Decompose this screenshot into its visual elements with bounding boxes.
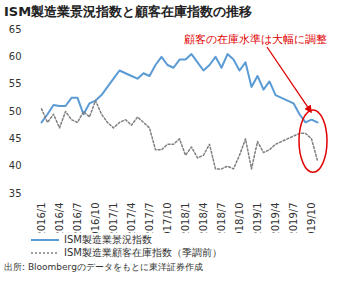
svg-text:2019/10: 2019/10: [306, 203, 317, 234]
svg-text:65: 65: [9, 24, 22, 35]
svg-text:2018/7: 2018/7: [216, 203, 227, 234]
svg-text:50: 50: [9, 106, 22, 117]
svg-text:2017/4: 2017/4: [126, 203, 137, 234]
svg-text:顧客の在庫水準は大幅に調整: 顧客の在庫水準は大幅に調整: [184, 33, 327, 46]
svg-text:2019/1: 2019/1: [252, 203, 263, 234]
svg-text:35: 35: [9, 188, 22, 199]
svg-text:2017/1: 2017/1: [108, 203, 119, 234]
svg-text:2017/10: 2017/10: [162, 203, 173, 234]
svg-text:45: 45: [9, 133, 22, 144]
html-text:ISM製造業景況指数: ISM製造業景況指数: [64, 234, 152, 245]
svg-text:2018/4: 2018/4: [198, 203, 209, 234]
svg-text:2019/4: 2019/4: [270, 203, 281, 234]
svg-text:2016/4: 2016/4: [54, 203, 65, 234]
html-text:ISM製造業景況指数と顧客在庫指数の推移: ISM製造業景況指数と顧客在庫指数の推移: [4, 4, 253, 19]
svg-text:40: 40: [9, 160, 22, 171]
html-text:ISM製造業顧客在庫指数（季調前）: ISM製造業顧客在庫指数（季調前）: [64, 247, 222, 258]
svg-text:2017/7: 2017/7: [144, 203, 155, 234]
svg-text:2019/7: 2019/7: [288, 203, 299, 234]
svg-text:2018/10: 2018/10: [234, 203, 245, 234]
svg-text:2016/10: 2016/10: [90, 203, 101, 234]
svg-text:2018/1: 2018/1: [180, 203, 191, 234]
svg-text:55: 55: [9, 78, 22, 89]
svg-text:60: 60: [9, 51, 22, 62]
html-text:出所: Bloombergのデータをもとに東洋証券作成: 出所: Bloombergのデータをもとに東洋証券作成: [4, 262, 203, 272]
svg-text:2016/7: 2016/7: [72, 203, 83, 234]
svg-text:2016/1: 2016/1: [36, 203, 47, 234]
